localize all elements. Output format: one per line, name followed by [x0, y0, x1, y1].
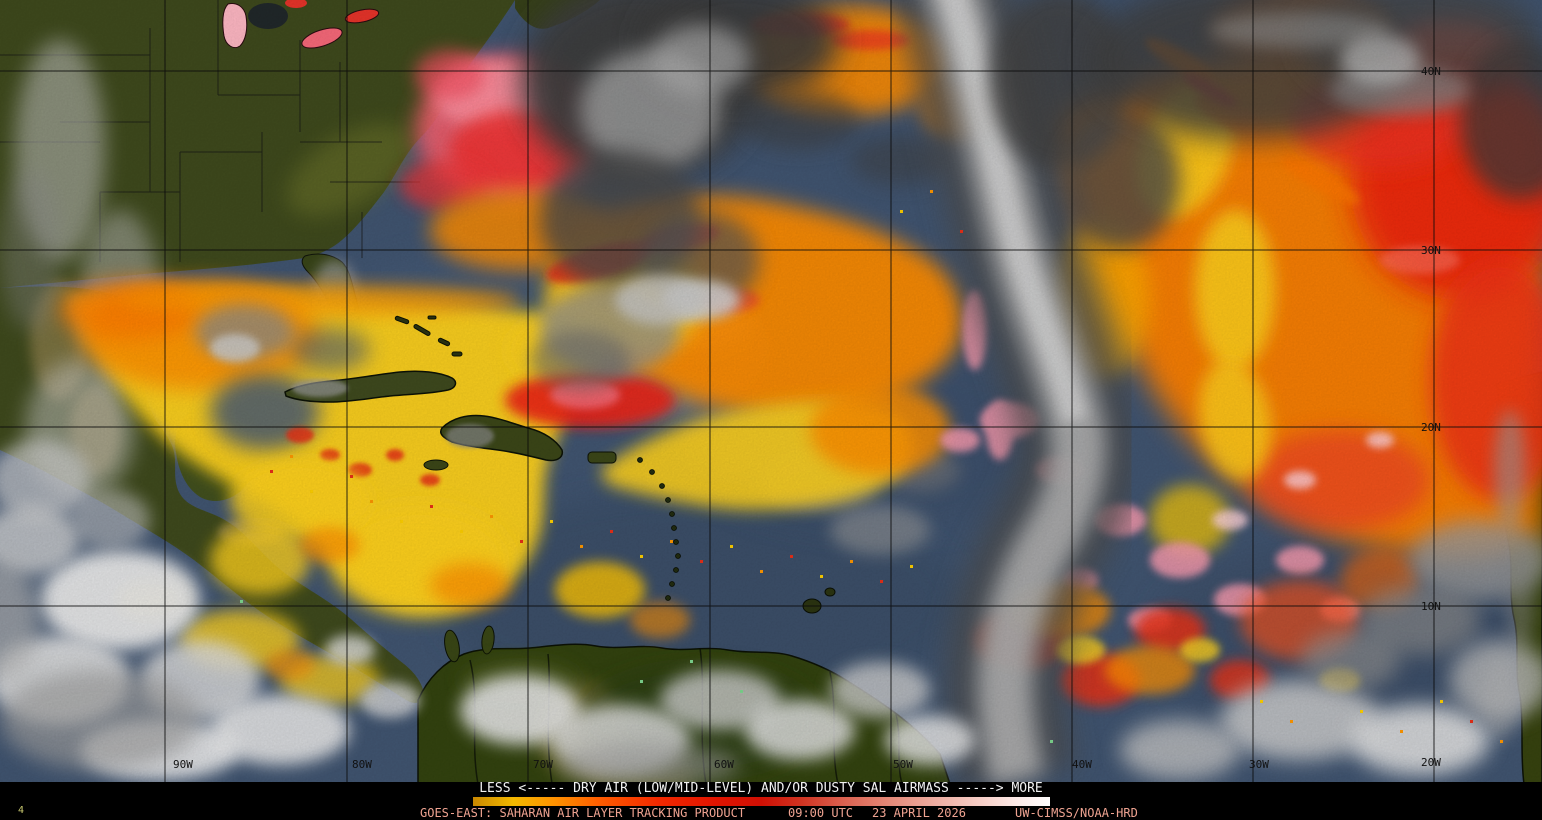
lat-label-40n: 40N	[1421, 65, 1441, 78]
bottom-annotation-bar: LESS <----- DRY AIR (LOW/MID-LEVEL) AND/…	[0, 782, 1542, 820]
lon-label-70w: 70W	[533, 758, 553, 771]
lon-label-40w: 40W	[1072, 758, 1092, 771]
frame-counter: 4	[18, 805, 25, 816]
caption-credit: UW-CIMSS/NOAA-HRD	[1015, 806, 1138, 820]
lon-label-30w: 30W	[1249, 758, 1269, 771]
caption-time: 09:00 UTC	[788, 806, 854, 820]
lon-label-80w: 80W	[352, 758, 372, 771]
lon-label-60w: 60W	[714, 758, 734, 771]
colorbar-legend-text: LESS <----- DRY AIR (LOW/MID-LEVEL) AND/…	[479, 781, 1043, 796]
lat-label-10n: 10N	[1421, 600, 1441, 613]
lon-label-20w: 20W	[1421, 756, 1441, 769]
product-caption: GOES-EAST: SAHARAN AIR LAYER TRACKING PR…	[0, 807, 1542, 820]
caption-product-name: GOES-EAST: SAHARAN AIR LAYER TRACKING PR…	[420, 806, 746, 820]
lon-label-90w: 90W	[173, 758, 193, 771]
satellite-grain-texture	[0, 0, 1542, 784]
grid-labels: 40N 30N 20N 10N 90W 80W 70W 60W 50W 40W …	[173, 65, 1441, 771]
lat-label-30n: 30N	[1421, 244, 1441, 257]
lat-label-20n: 20N	[1421, 421, 1441, 434]
satellite-map: 40N 30N 20N 10N 90W 80W 70W 60W 50W 40W …	[0, 0, 1542, 784]
caption-date: 23 APRIL 2026	[872, 806, 966, 820]
colorbar-gradient	[473, 797, 1050, 806]
lon-label-50w: 50W	[893, 758, 913, 771]
